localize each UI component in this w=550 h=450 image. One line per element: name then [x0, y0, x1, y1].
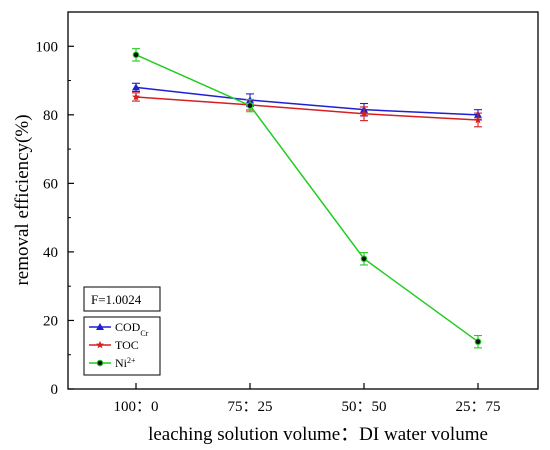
legend-item: TOC: [89, 338, 139, 352]
legend-marker: [96, 340, 104, 349]
data-point: [132, 92, 140, 101]
legend-item: CODCr: [89, 320, 149, 338]
x-tick-label: 100：0: [113, 399, 158, 415]
y-tick-label: 100: [36, 39, 59, 55]
y-axis: 0 20 40 60 80 100: [36, 39, 74, 398]
annotation-frame: [83, 286, 161, 312]
x-axis: 100：0 75：25 50：50 25：75: [113, 383, 501, 415]
legend-label: CODCr: [115, 320, 149, 338]
series-toc: [132, 92, 482, 128]
series-cod: [132, 82, 482, 121]
legend-marker: [96, 359, 104, 367]
data-point: [132, 83, 140, 91]
series-line: [135, 96, 479, 121]
x-tick-label: 25：75: [455, 399, 500, 415]
y-tick-label: 40: [43, 245, 58, 261]
series-line: [135, 54, 479, 343]
data-point: [246, 102, 254, 109]
y-tick-label: 0: [51, 382, 59, 398]
annotation-text: F=1.0024: [91, 292, 142, 307]
x-tick-label: 50：50: [341, 399, 386, 415]
legend-item: Ni2+: [89, 356, 136, 371]
series-line: [135, 86, 479, 116]
legend-marker: [96, 323, 104, 330]
plot-area-frame: [67, 11, 539, 390]
data-point: [360, 109, 368, 118]
data-point: [474, 115, 482, 124]
series-ni: [132, 48, 482, 349]
x-tick-label: 75：25: [227, 399, 272, 415]
legend-label: TOC: [115, 338, 139, 352]
y-tick-label: 60: [43, 176, 58, 192]
y-tick-label: 20: [43, 313, 58, 329]
data-point: [132, 51, 140, 59]
data-point: [360, 255, 368, 263]
data-point: [474, 338, 482, 346]
annotation-box: F=1.0024: [83, 286, 161, 312]
legend-label: Ni2+: [115, 356, 136, 371]
y-axis-title: removal efficiency(%): [12, 114, 33, 285]
x-axis-title: leaching solution volume：DI water volume: [148, 424, 488, 445]
series-layer: [132, 48, 482, 349]
y-tick-label: 80: [43, 108, 58, 124]
